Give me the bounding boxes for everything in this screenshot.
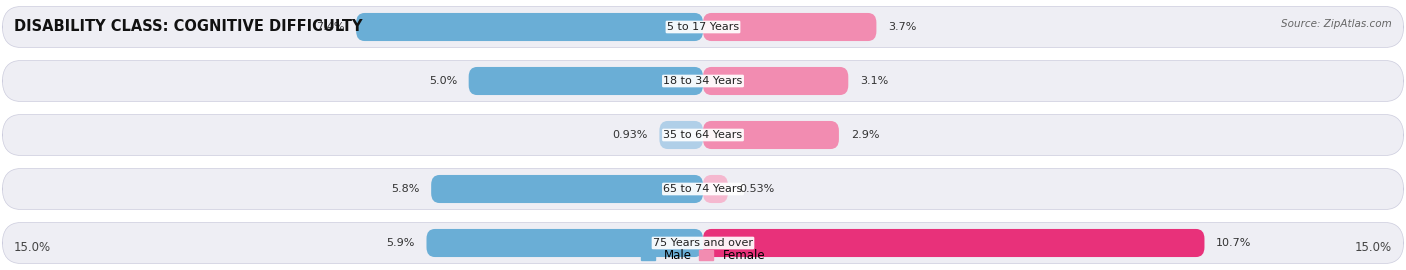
Text: 65 to 74 Years: 65 to 74 Years <box>664 184 742 194</box>
FancyBboxPatch shape <box>426 229 703 257</box>
FancyBboxPatch shape <box>703 175 728 203</box>
Text: 2.9%: 2.9% <box>851 130 879 140</box>
FancyBboxPatch shape <box>703 67 848 95</box>
Text: 15.0%: 15.0% <box>14 241 51 254</box>
FancyBboxPatch shape <box>3 168 1403 210</box>
Text: 75 Years and over: 75 Years and over <box>652 238 754 248</box>
Text: Source: ZipAtlas.com: Source: ZipAtlas.com <box>1281 19 1392 29</box>
Text: 0.53%: 0.53% <box>740 184 775 194</box>
Text: 5.8%: 5.8% <box>391 184 419 194</box>
FancyBboxPatch shape <box>659 121 703 149</box>
Text: 35 to 64 Years: 35 to 64 Years <box>664 130 742 140</box>
FancyBboxPatch shape <box>703 229 1205 257</box>
FancyBboxPatch shape <box>3 60 1403 102</box>
Text: 5.9%: 5.9% <box>387 238 415 248</box>
FancyBboxPatch shape <box>703 121 839 149</box>
FancyBboxPatch shape <box>3 6 1403 48</box>
Text: 7.4%: 7.4% <box>316 22 344 32</box>
FancyBboxPatch shape <box>468 67 703 95</box>
Text: 0.93%: 0.93% <box>613 130 648 140</box>
FancyBboxPatch shape <box>432 175 703 203</box>
Text: 18 to 34 Years: 18 to 34 Years <box>664 76 742 86</box>
Text: 5 to 17 Years: 5 to 17 Years <box>666 22 740 32</box>
Text: 10.7%: 10.7% <box>1216 238 1251 248</box>
Text: 5.0%: 5.0% <box>429 76 457 86</box>
FancyBboxPatch shape <box>703 13 876 41</box>
FancyBboxPatch shape <box>3 114 1403 156</box>
Legend: Male, Female: Male, Female <box>636 244 770 267</box>
Text: DISABILITY CLASS: COGNITIVE DIFFICULTY: DISABILITY CLASS: COGNITIVE DIFFICULTY <box>14 19 363 34</box>
Text: 15.0%: 15.0% <box>1355 241 1392 254</box>
FancyBboxPatch shape <box>356 13 703 41</box>
FancyBboxPatch shape <box>3 222 1403 264</box>
Text: 3.7%: 3.7% <box>889 22 917 32</box>
Text: 3.1%: 3.1% <box>860 76 889 86</box>
